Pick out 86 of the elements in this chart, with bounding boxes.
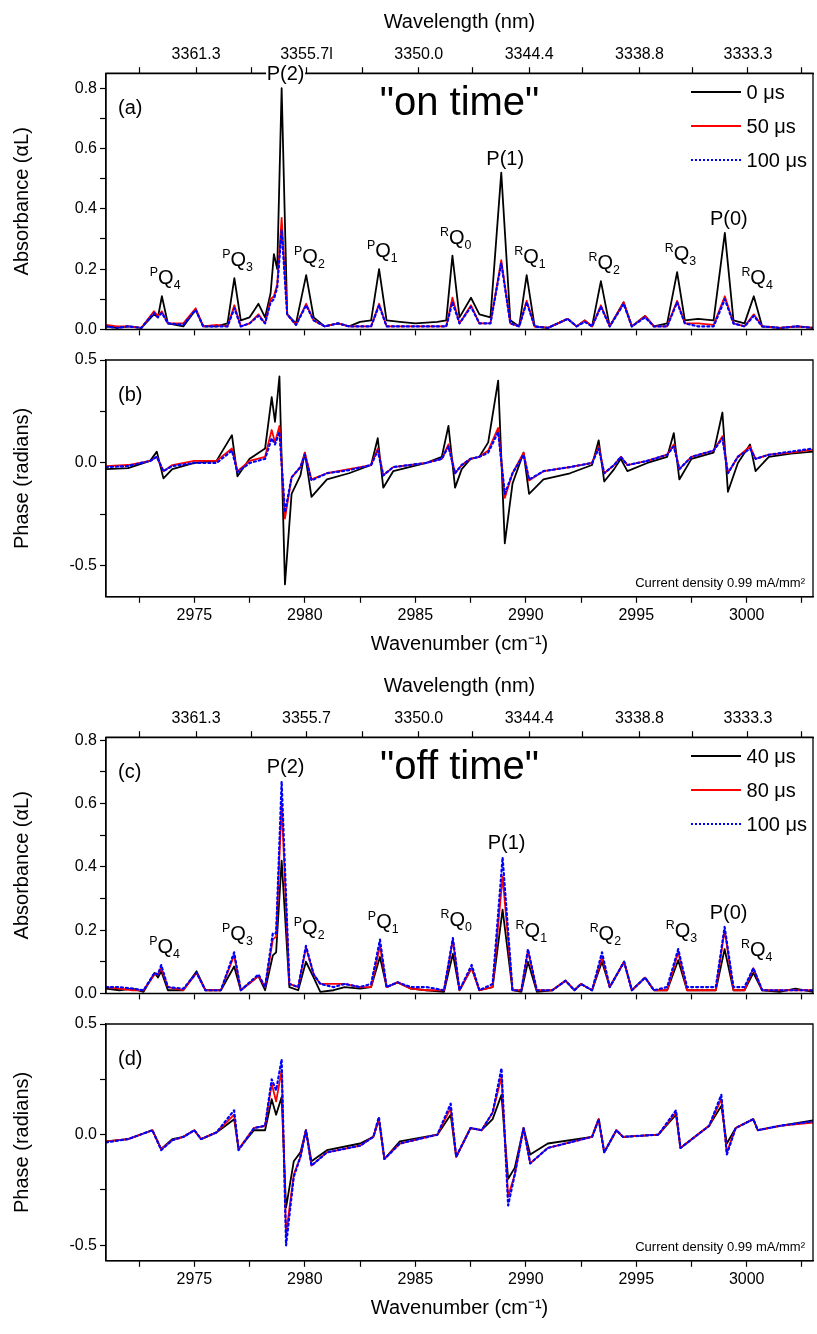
y-axis-title: Phase (radians) — [9, 1071, 32, 1213]
y-tick-label: 0.8 — [74, 78, 98, 96]
x2-tick-label: 3344.4 — [504, 45, 554, 63]
annotation: P(2) — [265, 755, 306, 778]
y-tick-label: 0.0 — [74, 453, 98, 471]
y-tick-label: 0.4 — [74, 857, 98, 875]
x2-tick-label: 3333.3 — [723, 709, 773, 727]
legend-label: 40 μs — [746, 744, 796, 768]
annotation: $^{P}$Q$_{2}$ — [292, 914, 326, 942]
annotation: $^{P}$Q$_{2}$ — [293, 244, 326, 271]
x2-tick-label: 3338.8 — [615, 709, 665, 727]
legend-label: 80 μs — [746, 778, 796, 802]
y-tick-label: 0.0 — [74, 319, 98, 337]
x-tick-label: 3000 — [728, 1269, 765, 1287]
y-tick-label: 0.8 — [74, 730, 98, 748]
x2-tick-label: 3361.3 — [171, 709, 221, 727]
annotation: $^{R}$Q$_{1}$ — [514, 918, 549, 945]
y-tick-label: 0.0 — [74, 983, 98, 1001]
y-tick-label: 0.2 — [74, 259, 98, 277]
y-axis-title: Absorbance (αL) — [9, 127, 32, 276]
annotation: $^{R}$Q$_{4}$ — [740, 265, 774, 292]
y-tick-label: 0.5 — [74, 1014, 98, 1032]
y-tick-label: 0.0 — [74, 1125, 98, 1143]
annotation: (d) — [118, 1047, 143, 1069]
annotation: $^{R}$Q$_{2}$ — [587, 250, 621, 277]
y-tick-label: -0.5 — [69, 556, 98, 574]
x2-axis-title: Wavelength (nm) — [383, 673, 536, 696]
legend-label: 0 μs — [746, 80, 785, 104]
y-tick-label: 0.6 — [74, 138, 98, 156]
x2-tick-label: 3344.4 — [504, 709, 554, 727]
annotation: $^{P}$Q$_{4}$ — [148, 265, 182, 292]
y-tick-label: 0.2 — [74, 920, 98, 938]
x-tick-label: 2995 — [618, 1269, 655, 1287]
annotation: $^{R}$Q$_{3}$ — [663, 241, 698, 268]
annotation: P(0) — [708, 900, 749, 923]
annotation: Current density 0.99 mA/mm² — [635, 1238, 805, 1254]
legend-label: 100 μs — [746, 812, 807, 836]
annotation: $^{R}$Q$_{0}$ — [439, 224, 473, 252]
y-tick-label: 0.5 — [74, 350, 98, 368]
legend-label: 100 μs — [746, 148, 807, 172]
x2-tick-label: 3355.7l — [280, 45, 333, 63]
x-tick-label: 2980 — [287, 1269, 323, 1287]
annotation: $^{R}$Q$_{4}$ — [739, 937, 774, 964]
x2-tick-label: 3338.8 — [615, 45, 665, 63]
annotation: (a) — [118, 96, 143, 119]
x2-tick-label: 3350.0 — [394, 45, 444, 63]
annotation: $^{P}$Q$_{1}$ — [365, 238, 399, 265]
annotation: P(0) — [708, 206, 749, 229]
annotation: P(2) — [265, 62, 306, 85]
x2-tick-label: 3333.3 — [723, 45, 773, 63]
y-axis-title: Phase (radians) — [9, 407, 32, 549]
legend-label: 50 μs — [746, 114, 796, 138]
chart-title: "off time" — [380, 743, 539, 788]
annotation: P(1) — [486, 831, 527, 854]
x-axis-title: Wavenumber (cm⁻¹) — [370, 1295, 549, 1318]
x-tick-label: 2985 — [397, 1269, 434, 1287]
x-axis-title: Wavenumber (cm⁻¹) — [370, 631, 549, 654]
annotation: $^{R}$Q$_{3}$ — [664, 918, 699, 945]
y-tick-label: 0.4 — [74, 199, 98, 217]
y-tick-label: 0.6 — [74, 794, 98, 812]
annotation: Current density 0.99 mA/mm² — [635, 574, 805, 590]
x-tick-label: 2995 — [618, 605, 655, 623]
annotation: (c) — [118, 760, 142, 783]
annotation: $^{P}$Q$_{4}$ — [148, 933, 181, 961]
annotation: $^{R}$Q$_{1}$ — [513, 244, 547, 271]
chart-title: "on time" — [379, 79, 540, 124]
x2-axis-title: Wavelength (nm) — [383, 9, 536, 32]
annotation: (b) — [118, 383, 143, 405]
x2-tick-label: 3350.0 — [394, 709, 444, 727]
annotation: $^{P}$Q$_{1}$ — [366, 908, 400, 936]
x2-tick-label: 3361.3 — [171, 45, 221, 63]
x-tick-label: 2975 — [176, 605, 213, 623]
x-tick-label: 2980 — [287, 605, 323, 623]
y-tick-label: -0.5 — [69, 1235, 98, 1253]
annotation: $^{P}$Q$_{3}$ — [221, 247, 254, 274]
annotation: $^{R}$Q$_{2}$ — [588, 921, 623, 948]
x-tick-label: 2990 — [507, 605, 544, 623]
x-tick-label: 3000 — [728, 605, 765, 623]
y-axis-title: Absorbance (αL) — [9, 791, 32, 940]
x-tick-label: 2985 — [397, 605, 434, 623]
annotation: $^{P}$Q$_{3}$ — [221, 921, 254, 948]
annotation: P(1) — [485, 146, 526, 169]
annotation: $^{R}$Q$_{0}$ — [439, 906, 473, 934]
x2-tick-label: 3355.7 — [281, 709, 332, 727]
x-tick-label: 2990 — [507, 1269, 544, 1287]
x-tick-label: 2975 — [176, 1269, 213, 1287]
